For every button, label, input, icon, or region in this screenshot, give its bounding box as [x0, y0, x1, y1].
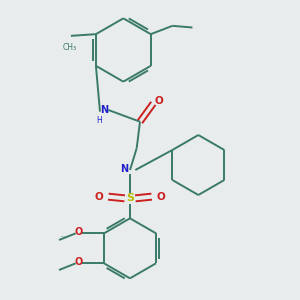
Text: methoxy: methoxy [61, 236, 67, 237]
Text: O: O [75, 257, 83, 267]
Text: H: H [96, 116, 101, 125]
Text: S: S [126, 193, 134, 203]
Text: O: O [155, 96, 164, 106]
Text: O: O [94, 192, 103, 202]
Text: O: O [75, 227, 83, 237]
Text: CH₃: CH₃ [62, 43, 76, 52]
Text: O: O [157, 192, 165, 202]
Text: N: N [121, 164, 129, 174]
Text: N: N [100, 105, 108, 115]
